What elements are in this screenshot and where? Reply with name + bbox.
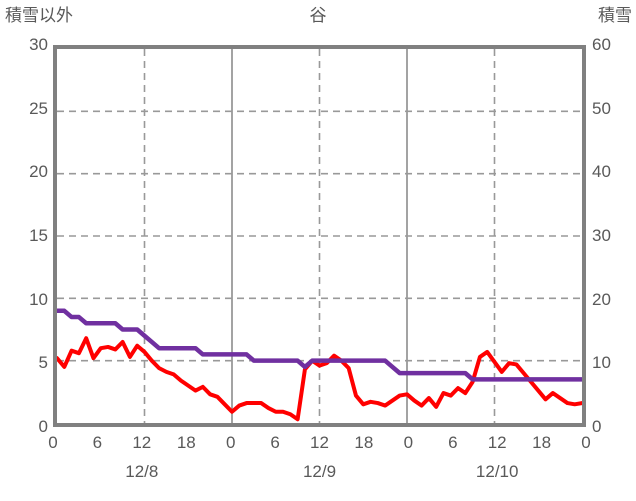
left-axis-tick-label: 15 xyxy=(29,226,48,245)
left-axis-title: 積雪以外 xyxy=(5,6,73,25)
chart-svg xyxy=(57,49,582,423)
x-axis-tick-label: 12 xyxy=(310,433,329,452)
left-axis-tick-label: 20 xyxy=(29,162,48,182)
x-axis-tick-label: 6 xyxy=(448,433,458,452)
date-label: 12/10 xyxy=(475,462,519,481)
x-axis-tick-label: 0 xyxy=(581,433,591,452)
x-axis-tick-label: 18 xyxy=(532,433,552,452)
x-axis-tick-label: 0 xyxy=(48,433,58,452)
right-axis-tick-label: 20 xyxy=(592,289,611,309)
x-axis-tick-label: 12 xyxy=(132,433,152,452)
right-axis-tick-label: 50 xyxy=(592,98,611,118)
left-axis-tick-label: 0 xyxy=(38,417,48,436)
right-axis-tick-label: 30 xyxy=(592,226,611,245)
plot-area xyxy=(53,45,586,427)
right-axis-tick-label: 60 xyxy=(592,35,611,54)
series-line-1 xyxy=(57,308,582,382)
x-axis-tick-label: 18 xyxy=(176,433,196,452)
x-axis-tick-label: 6 xyxy=(270,433,280,452)
left-axis-tick-label: 10 xyxy=(29,289,48,309)
x-axis-tick-label: 6 xyxy=(92,433,103,452)
x-axis-tick-label: 12 xyxy=(487,433,507,452)
chart-title: 谷 xyxy=(309,6,327,25)
x-axis-tick-label: 0 xyxy=(225,433,236,452)
date-label: 12/9 xyxy=(302,462,337,481)
right-axis-title: 積雪 xyxy=(598,6,632,25)
left-axis-tick-label: 25 xyxy=(29,98,48,118)
x-axis-tick-label: 0 xyxy=(403,433,414,452)
x-axis-tick-label: 18 xyxy=(354,433,374,452)
series-line-0 xyxy=(57,336,582,422)
right-axis-tick-label: 0 xyxy=(592,417,602,436)
left-axis-tick-label: 30 xyxy=(29,35,48,54)
date-label: 12/8 xyxy=(125,462,159,481)
left-axis-tick-label: 5 xyxy=(38,353,48,373)
right-axis-tick-label: 40 xyxy=(592,162,611,182)
right-axis-tick-label: 10 xyxy=(592,353,611,373)
